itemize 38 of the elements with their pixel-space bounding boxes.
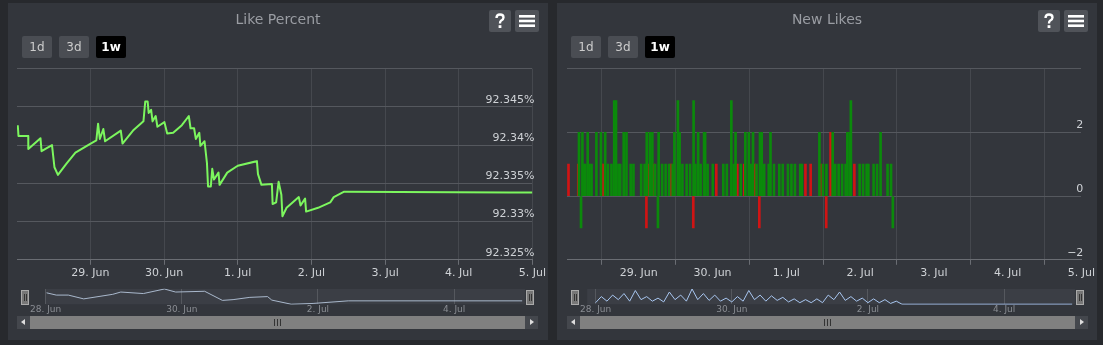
x-tick-label: 29. Jun	[619, 266, 658, 280]
x-tick-label: 2. Jul	[297, 266, 326, 280]
x-tick-label: 29. Jun	[71, 266, 110, 280]
x-tick-label: 4. Jul	[992, 303, 1016, 314]
x-tick-label: 30. Jun	[693, 266, 732, 280]
y-tick-label: 2	[1076, 118, 1084, 132]
y-tick-label: −2	[1067, 245, 1084, 259]
text: 1d	[571, 36, 601, 58]
x-tick-label: 30. Jun	[716, 303, 748, 314]
text: 3d	[59, 36, 89, 58]
y-tick-label: 92.34%	[492, 130, 535, 144]
x-tick-label: 2. Jul	[306, 303, 330, 314]
x-tick-label: 1. Jul	[772, 266, 800, 280]
y-tick-label: 92.335%	[485, 169, 535, 183]
y-tick-label: 92.33%	[492, 207, 535, 221]
x-tick-label: 2. Jul	[846, 266, 874, 280]
x-tick-label: 3. Jul	[371, 266, 399, 280]
x-tick-label: 28. Jun	[29, 303, 62, 314]
x-tick-label: 4. Jul	[993, 266, 1022, 280]
x-tick-label: 3. Jul	[920, 266, 948, 280]
x-tick-label: 4. Jul	[445, 266, 473, 280]
text: 1w	[645, 36, 675, 58]
y-tick-label: 92.325%	[485, 245, 535, 259]
text: 3d	[608, 36, 638, 58]
x-tick-label: 5. Jul	[1067, 266, 1095, 280]
chart-title: New Likes	[790, 11, 864, 27]
x-tick-label: 28. Jun	[579, 303, 612, 314]
text: 1w	[96, 36, 126, 58]
x-tick-label: 2. Jul	[856, 303, 880, 314]
x-tick-label: 5. Jul	[518, 266, 546, 280]
text: 1d	[22, 36, 52, 58]
y-tick-label: 92.345%	[485, 92, 535, 106]
x-tick-label: 30. Jun	[144, 266, 184, 280]
x-tick-label: 4. Jul	[442, 303, 466, 314]
y-tick-label: 0	[1076, 181, 1084, 195]
chart-title: Like Percent	[234, 11, 322, 27]
x-tick-label: 30. Jun	[166, 303, 198, 314]
x-tick-label: 1. Jul	[224, 266, 252, 280]
